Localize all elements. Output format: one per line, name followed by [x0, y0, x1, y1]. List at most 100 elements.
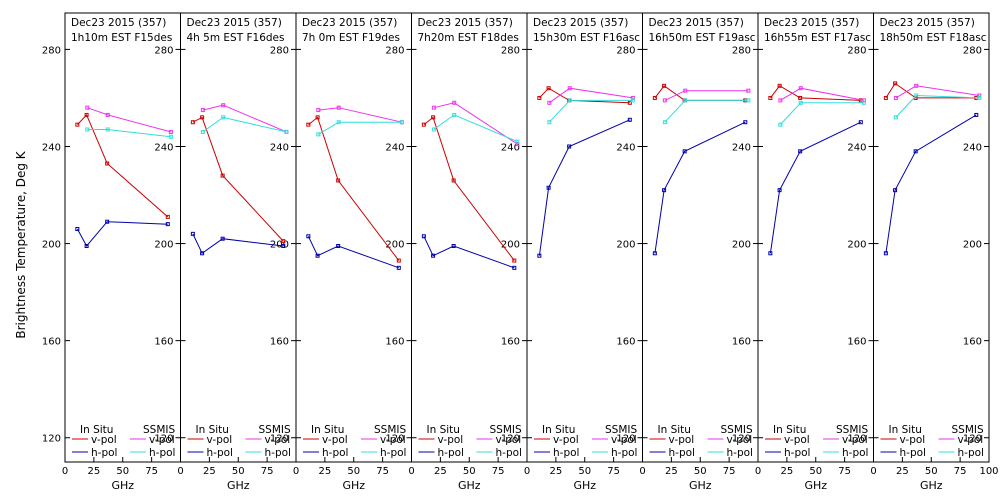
- series-line: [87, 107, 172, 133]
- data-point: [431, 105, 436, 110]
- data-point: [306, 234, 311, 239]
- y-tick-label: 280: [963, 45, 982, 56]
- data-point: [220, 236, 225, 241]
- data-point: [200, 108, 205, 113]
- x-axis-label: GHz: [804, 479, 827, 492]
- y-tick-label: 160: [963, 337, 982, 348]
- legend-header: SSMIS: [721, 424, 753, 436]
- panel: Dec23 2015 (357) 7h 0m EST F19des 120 160 20…: [293, 12, 412, 492]
- x-tick-label: 0: [524, 466, 530, 477]
- legend-label: h-pol: [91, 447, 117, 459]
- series-line: [779, 102, 864, 125]
- panel: Dec23 2015 (357) 16h55m EST F17asc 120 160 2…: [755, 12, 874, 492]
- series-line: [318, 107, 403, 123]
- y-tick-label: 200: [732, 240, 751, 251]
- x-tick-label: 75: [723, 466, 736, 477]
- data-point: [220, 173, 225, 178]
- data-point: [662, 98, 667, 103]
- x-tick-label: 25: [781, 466, 794, 477]
- legend-label: v-pol: [900, 434, 926, 446]
- legend-label: v-pol: [380, 434, 406, 446]
- data-point: [421, 122, 426, 127]
- legend-label: h-pol: [553, 447, 579, 459]
- x-tick-label: 25: [550, 466, 563, 477]
- data-point: [512, 258, 517, 263]
- legend-header: SSMIS: [952, 424, 984, 436]
- panel: Dec23 2015 (357) 7h20m EST F18des 120 160 20…: [408, 12, 528, 492]
- x-tick-label: 0: [870, 466, 876, 477]
- data-point: [682, 149, 687, 154]
- data-point: [200, 129, 205, 134]
- series-line: [423, 116, 515, 261]
- legend-label: v-pol: [265, 434, 291, 446]
- data-point: [200, 115, 205, 120]
- legend-label: v-pol: [611, 434, 637, 446]
- panel: Dec23 2015 (357) 15h30m EST F16asc 120 160 2…: [524, 12, 643, 492]
- y-tick-label: 200: [847, 240, 866, 251]
- data-point: [105, 219, 110, 224]
- series-line: [548, 99, 633, 123]
- data-point: [512, 265, 517, 270]
- panel-frame: [526, 12, 643, 463]
- legend-header: SSMIS: [374, 424, 406, 436]
- y-tick-label: 120: [732, 434, 751, 445]
- series-line: [549, 87, 633, 104]
- y-tick-label: 120: [963, 434, 982, 445]
- series-line: [308, 116, 400, 261]
- data-point: [336, 243, 341, 248]
- series-line: [192, 116, 284, 242]
- legend-label: v-pol: [149, 434, 175, 446]
- data-point: [546, 185, 551, 190]
- data-point: [883, 251, 888, 256]
- data-point: [431, 127, 436, 132]
- series-line: [895, 85, 980, 99]
- y-tick-label: 160: [616, 337, 635, 348]
- legend-header: In Situ: [889, 424, 922, 436]
- series-line: [885, 82, 977, 99]
- data-point: [190, 120, 195, 125]
- data-point: [883, 95, 888, 100]
- legend-label: h-pol: [727, 447, 753, 459]
- x-axis-label: GHz: [342, 479, 365, 492]
- data-point: [200, 251, 205, 256]
- legend-header: In Situ: [311, 424, 344, 436]
- x-tick-label: 75: [492, 466, 505, 477]
- legend-label: v-pol: [669, 434, 695, 446]
- data-point: [547, 100, 552, 105]
- x-tick-label: 75: [145, 466, 158, 477]
- panel-title: Dec23 2015 (357): [302, 17, 397, 29]
- data-point: [315, 115, 320, 120]
- data-point: [746, 98, 751, 103]
- y-tick-label: 200: [154, 240, 173, 251]
- y-tick-label: 240: [963, 142, 982, 153]
- series-line: [664, 99, 749, 123]
- data-point: [627, 100, 632, 105]
- series-line: [769, 121, 862, 254]
- data-point: [336, 120, 341, 125]
- legend-label: v-pol: [553, 434, 579, 446]
- data-point: [662, 188, 667, 193]
- panel-title: Dec23 2015 (357): [71, 17, 166, 29]
- data-point: [778, 98, 783, 103]
- x-tick-label: 50: [694, 466, 707, 477]
- data-point: [777, 188, 782, 193]
- y-tick-label: 240: [154, 142, 173, 153]
- data-point: [281, 243, 286, 248]
- panel-title: Dec23 2015 (357): [764, 17, 859, 29]
- data-point: [165, 214, 170, 219]
- data-point: [567, 86, 572, 91]
- panels: Dec23 2015 (357) 1h10m EST F15des 120 120 16…: [42, 12, 999, 492]
- legend-label: v-pol: [784, 434, 810, 446]
- data-point: [451, 178, 456, 183]
- y-tick-label: 240: [385, 142, 404, 153]
- panel-subtitle: 7h20m EST F18des: [418, 32, 519, 44]
- series-line: [76, 221, 168, 247]
- data-point: [399, 120, 404, 125]
- panel-frame: [873, 12, 990, 463]
- data-point: [768, 251, 773, 256]
- data-point: [893, 95, 898, 100]
- data-point: [165, 222, 170, 227]
- data-point: [974, 112, 979, 117]
- panel-subtitle: 18h50m EST F18asc: [880, 32, 987, 44]
- x-tick-label: 25: [319, 466, 332, 477]
